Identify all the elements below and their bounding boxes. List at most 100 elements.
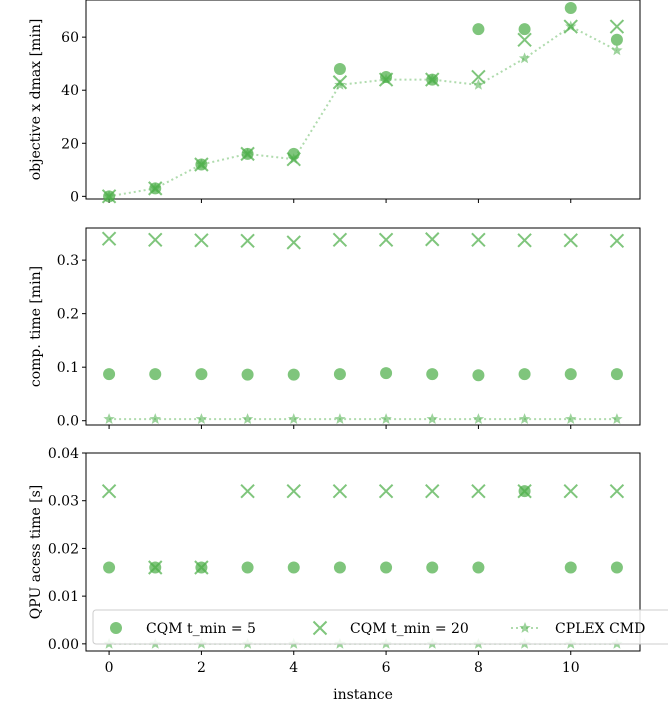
axis-frame	[85, 227, 641, 426]
legend-label: CQM t_min = 5	[146, 621, 256, 637]
x-tick-label: 8	[474, 660, 483, 676]
data-point-series-2	[332, 232, 348, 247]
data-point-series-3	[426, 413, 438, 424]
x-axis-label: instance	[333, 687, 393, 703]
data-point-series-3	[426, 73, 438, 85]
legend-marker-2	[312, 620, 328, 636]
data-point-series-3	[518, 52, 531, 64]
data-point-series-3	[103, 190, 115, 202]
y-tick-label: 0.01	[48, 589, 79, 605]
data-point-series-1	[564, 561, 577, 574]
data-point-series-1	[472, 23, 485, 36]
panel-2: 0.0 0.1 0.2 0.3 comp. time [min]	[28, 227, 641, 430]
data-point-series-2	[101, 483, 117, 499]
data-point-series-1	[380, 367, 393, 380]
data-point-series-3	[103, 413, 115, 424]
data-point-series-1	[426, 368, 439, 381]
y-tick-label: 0.2	[57, 307, 79, 323]
data-point-series-1	[472, 369, 485, 382]
axis-frame	[85, 0, 641, 200]
data-point-series-1	[149, 368, 162, 381]
data-point-series-2	[609, 19, 625, 34]
axis-frame	[85, 452, 641, 652]
x-tick-label: 2	[197, 660, 206, 676]
legend-label: CPLEX CMD	[555, 621, 645, 637]
x-tick-label: 4	[289, 660, 298, 676]
data-point-series-2	[517, 32, 532, 48]
data-point-series-2	[563, 233, 578, 248]
y-tick-label: 0.03	[48, 494, 79, 510]
y-tick-label: 0.3	[57, 253, 79, 269]
data-point-series-2	[517, 233, 532, 248]
data-point-series-2	[148, 560, 163, 575]
data-point-series-1	[241, 561, 254, 574]
data-point-series-2	[563, 483, 578, 499]
data-point-series-1	[195, 368, 208, 381]
legend-marker-1	[110, 622, 122, 634]
panel-3: 0.00 0.01 0.02 0.03 0.04 0 2 4 6 8 10 QPU acess tim…	[28, 446, 641, 676]
x-tick-label: 6	[382, 660, 391, 676]
data-point-series-3	[518, 413, 531, 424]
data-point-series-2	[378, 483, 394, 499]
panel-1: 0 20 40 60 objective x dmax [min]	[28, 0, 641, 205]
data-point-series-3	[380, 73, 392, 85]
data-point-series-1	[333, 561, 346, 574]
data-point-series-1	[103, 368, 116, 381]
data-point-series-2	[101, 231, 117, 246]
data-point-series-3	[334, 78, 346, 90]
data-point-series-1	[287, 368, 300, 381]
y-tick-label: 0.02	[48, 541, 79, 557]
data-point-series-2	[471, 483, 486, 499]
data-point-series-3	[611, 44, 623, 56]
data-point-series-2	[148, 232, 163, 247]
legend: CQM t_min = 5 CQM t_min = 20 CPLEX CMD	[92, 609, 668, 645]
series-line-cplex	[108, 25, 618, 198]
data-point-series-3	[472, 413, 485, 424]
data-point-series-3	[380, 413, 392, 424]
y-axis-label: comp. time [min]	[28, 266, 44, 387]
data-point-series-2	[471, 69, 486, 85]
data-point-series-3	[149, 413, 161, 424]
data-point-series-1	[518, 368, 531, 381]
data-point-series-2	[286, 483, 301, 499]
data-point-series-1	[472, 561, 485, 574]
data-point-series-3	[288, 413, 300, 424]
data-point-series-3	[241, 413, 254, 424]
legend-label: CQM t_min = 20	[350, 621, 469, 637]
data-point-series-1	[610, 561, 623, 574]
data-point-series-1	[518, 23, 531, 36]
data-point-series-1	[287, 561, 300, 574]
data-point-series-2	[378, 232, 394, 247]
x-tick-label: 0	[105, 660, 114, 676]
data-point-series-1	[564, 368, 577, 381]
legend-marker-3	[519, 622, 531, 633]
y-tick-label: 0.0	[57, 414, 79, 430]
data-point-series-2	[471, 232, 486, 247]
data-point-series-2	[240, 483, 255, 499]
data-point-series-1	[610, 368, 623, 381]
data-point-series-2	[332, 483, 348, 499]
data-point-series-1	[333, 62, 346, 75]
data-point-series-3	[565, 20, 577, 32]
y-tick-label: 0.1	[57, 360, 79, 376]
data-point-series-2	[240, 233, 255, 249]
data-point-series-1	[610, 33, 623, 46]
data-point-series-2	[517, 483, 532, 499]
x-tick-label: 10	[562, 660, 580, 676]
y-tick-label: 0.04	[48, 446, 79, 462]
data-point-series-2	[609, 233, 625, 249]
data-point-series-2	[425, 483, 440, 499]
data-point-series-3	[334, 413, 346, 424]
data-point-series-1	[333, 368, 346, 381]
data-point-series-2	[286, 235, 301, 250]
data-point-series-3	[195, 413, 208, 424]
data-point-series-3	[565, 413, 577, 424]
data-point-series-1	[426, 561, 439, 574]
data-point-series-1	[103, 561, 116, 574]
y-tick-label: 60	[61, 30, 79, 46]
data-point-series-1	[564, 1, 577, 14]
data-point-series-3	[149, 182, 161, 194]
data-point-series-1	[241, 368, 254, 381]
data-point-series-3	[288, 153, 300, 165]
